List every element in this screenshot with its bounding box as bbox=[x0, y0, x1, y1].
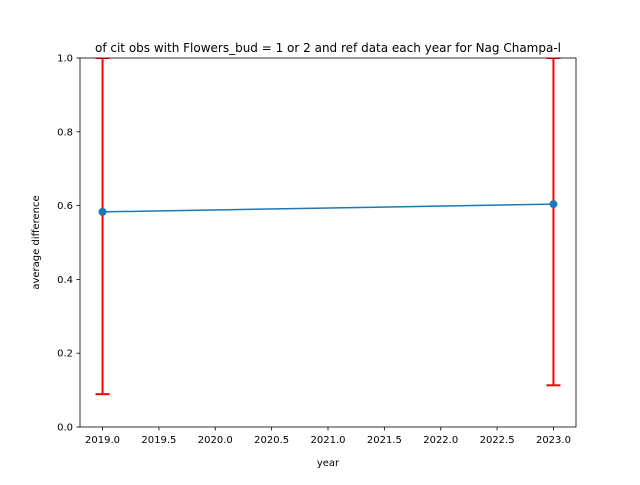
x-tick-label: 2019.0 bbox=[85, 435, 120, 446]
y-tick-label: 1.0 bbox=[57, 54, 73, 65]
x-tick-label: 2022.5 bbox=[480, 435, 515, 446]
x-tick-label: 2020.0 bbox=[198, 435, 233, 446]
y-tick-label: 0.4 bbox=[57, 275, 73, 286]
data-point bbox=[98, 207, 107, 216]
x-tick-label: 2021.0 bbox=[311, 435, 346, 446]
series-line bbox=[102, 203, 554, 213]
y-axis: 0.0 0.2 0.4 0.6 0.8 1.0 bbox=[57, 54, 80, 434]
x-axis: 2019.0 2019.5 2020.0 2020.5 2021.0 2021.5 2022… bbox=[85, 427, 571, 446]
data-point bbox=[549, 200, 558, 209]
x-tick-label: 2019.5 bbox=[141, 435, 176, 446]
y-tick-label: 0.6 bbox=[57, 201, 73, 212]
series-group bbox=[95, 58, 561, 396]
x-axis-label: year bbox=[317, 458, 340, 469]
x-tick-label: 2021.5 bbox=[367, 435, 402, 446]
x-tick-label: 2022.0 bbox=[423, 435, 458, 446]
chart-title: of cit obs with Flowers_bud = 1 or 2 and… bbox=[95, 41, 561, 55]
y-axis-label: average difference bbox=[31, 195, 42, 289]
x-tick-label: 2020.5 bbox=[254, 435, 289, 446]
plot-area bbox=[95, 58, 561, 396]
x-tick-label: 2023.0 bbox=[536, 435, 571, 446]
y-tick-label: 0.0 bbox=[57, 423, 73, 434]
y-tick-label: 0.8 bbox=[57, 127, 73, 138]
y-tick-label: 0.2 bbox=[57, 349, 73, 360]
